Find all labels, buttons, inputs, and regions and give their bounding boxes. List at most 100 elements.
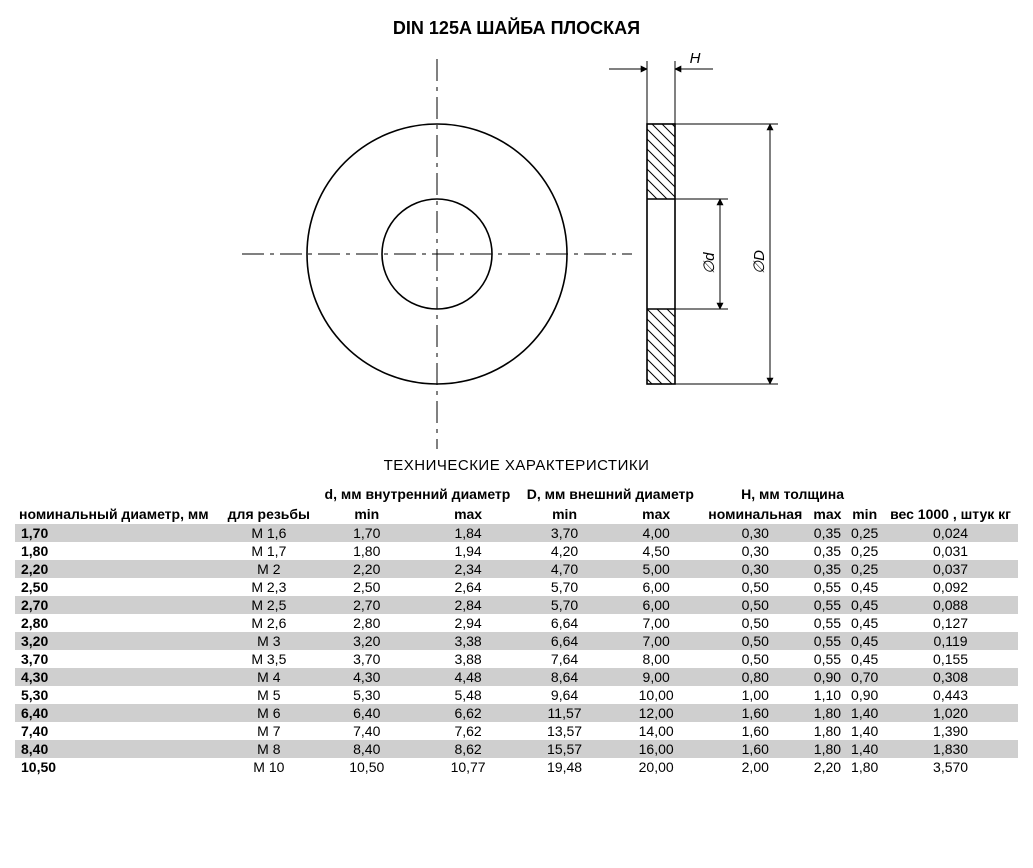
table-row: 6,40M 66,406,6211,5712,001,601,801,401,0… <box>15 704 1018 722</box>
table-cell: 1,60 <box>702 704 809 722</box>
table-cell: M 4 <box>222 668 316 686</box>
table-cell: 1,40 <box>846 722 883 740</box>
table-cell: 15,57 <box>519 740 611 758</box>
table-cell: 9,64 <box>519 686 611 704</box>
table-cell: 0,80 <box>702 668 809 686</box>
table-cell: 0,119 <box>883 632 1018 650</box>
table-cell: 1,80 <box>316 542 417 560</box>
table-cell: 2,50 <box>15 578 222 596</box>
col-d-group: d, мм внутренний диаметр <box>316 484 519 504</box>
table-cell: 2,00 <box>702 758 809 776</box>
table-cell: 1,80 <box>15 542 222 560</box>
table-cell: 3,70 <box>519 524 611 542</box>
table-cell: 0,308 <box>883 668 1018 686</box>
table-cell: 10,50 <box>316 758 417 776</box>
table-cell: 1,00 <box>702 686 809 704</box>
table-cell: M 6 <box>222 704 316 722</box>
table-cell: 0,90 <box>846 686 883 704</box>
table-cell: 5,00 <box>610 560 702 578</box>
col-H-max: max <box>809 504 847 524</box>
table-cell: 4,48 <box>417 668 518 686</box>
table-cell: 10,50 <box>15 758 222 776</box>
page-title: DIN 125A ШАЙБА ПЛОСКАЯ <box>15 18 1018 39</box>
table-cell: 1,40 <box>846 740 883 758</box>
table-cell: M 2,3 <box>222 578 316 596</box>
table-cell: 1,70 <box>316 524 417 542</box>
table-cell: 0,037 <box>883 560 1018 578</box>
table-cell: 0,55 <box>809 578 847 596</box>
table-cell: 4,30 <box>316 668 417 686</box>
table-cell: 4,00 <box>610 524 702 542</box>
table-cell: 12,00 <box>610 704 702 722</box>
col-H-group: H, мм толщина <box>702 484 883 504</box>
table-cell: 4,50 <box>610 542 702 560</box>
table-cell: 8,40 <box>15 740 222 758</box>
table-cell: 3,20 <box>15 632 222 650</box>
table-cell: 2,80 <box>15 614 222 632</box>
table-cell: 6,00 <box>610 578 702 596</box>
col-d-min: min <box>316 504 417 524</box>
table-cell: M 2 <box>222 560 316 578</box>
table-cell: 3,70 <box>316 650 417 668</box>
table-cell: 11,57 <box>519 704 611 722</box>
table-cell: 6,40 <box>316 704 417 722</box>
table-cell: M 10 <box>222 758 316 776</box>
table-cell: 8,62 <box>417 740 518 758</box>
table-cell: 0,55 <box>809 650 847 668</box>
table-cell: M 3,5 <box>222 650 316 668</box>
table-row: 2,80M 2,62,802,946,647,000,500,550,450,1… <box>15 614 1018 632</box>
table-cell: 7,64 <box>519 650 611 668</box>
table-row: 7,40M 77,407,6213,5714,001,601,801,401,3… <box>15 722 1018 740</box>
table-cell: 7,62 <box>417 722 518 740</box>
table-cell: 8,64 <box>519 668 611 686</box>
svg-text:H: H <box>689 50 700 67</box>
table-cell: 1,94 <box>417 542 518 560</box>
table-cell: 0,088 <box>883 596 1018 614</box>
table-cell: 0,45 <box>846 596 883 614</box>
table-cell: 10,00 <box>610 686 702 704</box>
table-cell: 3,88 <box>417 650 518 668</box>
table-cell: 5,30 <box>15 686 222 704</box>
table-cell: 2,34 <box>417 560 518 578</box>
col-d-max: max <box>417 504 518 524</box>
table-cell: 2,84 <box>417 596 518 614</box>
table-row: 5,30M 55,305,489,6410,001,001,100,900,44… <box>15 686 1018 704</box>
table-cell: 3,38 <box>417 632 518 650</box>
table-cell: 6,40 <box>15 704 222 722</box>
table-cell: 0,443 <box>883 686 1018 704</box>
table-cell: 2,20 <box>15 560 222 578</box>
table-cell: M 8 <box>222 740 316 758</box>
table-cell: 0,25 <box>846 524 883 542</box>
table-cell: 10,77 <box>417 758 518 776</box>
washer-diagram: H∅d∅D <box>207 49 827 449</box>
table-cell: 1,830 <box>883 740 1018 758</box>
table-cell: 0,50 <box>702 650 809 668</box>
table-cell: 7,00 <box>610 614 702 632</box>
table-cell: 0,092 <box>883 578 1018 596</box>
table-cell: 0,155 <box>883 650 1018 668</box>
col-weight: вес 1000 , штук кг <box>883 484 1018 524</box>
table-cell: 0,35 <box>809 560 847 578</box>
spec-header-row-1: номинальный диаметр, мм для резьбы d, мм… <box>15 484 1018 504</box>
table-cell: 4,30 <box>15 668 222 686</box>
table-cell: 0,55 <box>809 596 847 614</box>
table-row: 8,40M 88,408,6215,5716,001,601,801,401,8… <box>15 740 1018 758</box>
table-cell: 1,390 <box>883 722 1018 740</box>
table-cell: 2,94 <box>417 614 518 632</box>
table-cell: 5,70 <box>519 578 611 596</box>
table-cell: 0,031 <box>883 542 1018 560</box>
diagram-container: H∅d∅D <box>15 49 1018 449</box>
table-row: 3,70M 3,53,703,887,648,000,500,550,450,1… <box>15 650 1018 668</box>
table-cell: 19,48 <box>519 758 611 776</box>
table-cell: 2,64 <box>417 578 518 596</box>
table-cell: 6,64 <box>519 632 611 650</box>
table-cell: 0,50 <box>702 578 809 596</box>
table-cell: 1,40 <box>846 704 883 722</box>
table-row: 2,50M 2,32,502,645,706,000,500,550,450,0… <box>15 578 1018 596</box>
table-cell: 1,80 <box>846 758 883 776</box>
table-cell: 0,30 <box>702 542 809 560</box>
table-cell: M 7 <box>222 722 316 740</box>
table-cell: 5,70 <box>519 596 611 614</box>
table-cell: 3,570 <box>883 758 1018 776</box>
table-cell: 2,80 <box>316 614 417 632</box>
